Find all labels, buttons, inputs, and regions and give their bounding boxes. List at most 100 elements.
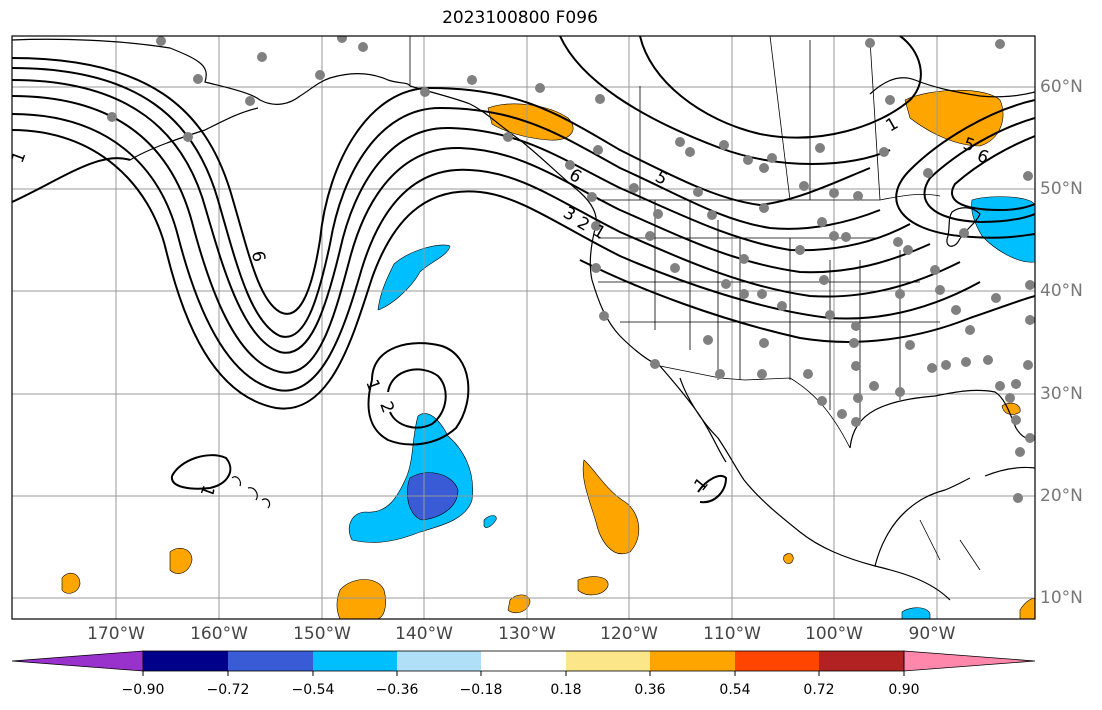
latitude-label: 60°N bbox=[1040, 77, 1083, 97]
station-marker bbox=[693, 187, 703, 197]
station-marker bbox=[759, 203, 769, 213]
coast-great-lakes bbox=[946, 207, 981, 247]
station-marker bbox=[853, 393, 863, 403]
station-marker bbox=[965, 325, 975, 335]
station-marker bbox=[245, 96, 255, 106]
station-marker bbox=[565, 160, 575, 170]
colorbar-tick-label: −0.90 bbox=[121, 682, 165, 698]
contour-trough-1 bbox=[12, 57, 871, 315]
station-marker bbox=[1023, 360, 1033, 370]
shade-cyan-caribbean bbox=[901, 607, 931, 619]
station-marker bbox=[420, 87, 430, 97]
station-marker bbox=[629, 183, 639, 193]
colorbar-bin bbox=[397, 651, 481, 671]
coast-gulf bbox=[849, 389, 1035, 449]
shade-orange-florida bbox=[1001, 402, 1021, 415]
station-marker bbox=[849, 338, 859, 348]
coast-west-us bbox=[589, 224, 661, 367]
coast-hudson bbox=[869, 77, 1035, 98]
contour-label: 1 bbox=[691, 474, 713, 495]
longitude-label: 110°W bbox=[703, 624, 761, 644]
longitude-label: 150°W bbox=[293, 624, 351, 644]
coast-alaska bbox=[12, 38, 411, 105]
map-frame bbox=[11, 35, 1036, 620]
colorbar-tick-label: 0.90 bbox=[888, 682, 920, 698]
station-marker bbox=[467, 75, 477, 85]
station-marker bbox=[799, 181, 809, 191]
station-marker bbox=[853, 191, 863, 201]
station-marker bbox=[903, 245, 913, 255]
station-marker bbox=[893, 237, 903, 247]
border-central-america bbox=[919, 519, 981, 571]
station-marker bbox=[743, 155, 753, 165]
colorbar-tick-label: −0.18 bbox=[459, 682, 503, 698]
longitude-label: 120°W bbox=[600, 624, 658, 644]
station-marker bbox=[739, 254, 749, 264]
colorbar-bin bbox=[819, 651, 904, 671]
contour-label: 6 bbox=[974, 146, 991, 168]
coast-mexico-west bbox=[743, 479, 951, 601]
contour-label: 5 bbox=[652, 167, 671, 190]
longitude-label: 160°W bbox=[190, 624, 248, 644]
contour-low-ring-inner bbox=[387, 368, 447, 429]
station-marker bbox=[865, 38, 875, 48]
border-states-v bbox=[654, 200, 901, 420]
contour-label: 3 bbox=[560, 203, 579, 226]
latitude-label: 30°N bbox=[1040, 384, 1083, 404]
contour-ridge-north-2 bbox=[559, 36, 891, 165]
coast-yucatan bbox=[874, 477, 971, 567]
station-marker bbox=[595, 94, 605, 104]
station-marker bbox=[983, 355, 993, 365]
shade-orange-mexico-small bbox=[783, 553, 794, 564]
station-marker bbox=[905, 340, 915, 350]
station-marker bbox=[759, 338, 769, 348]
station-marker bbox=[645, 231, 655, 241]
latitude-label: 20°N bbox=[1040, 486, 1083, 506]
colorbar-bin bbox=[313, 651, 397, 671]
contour-east-3 bbox=[951, 135, 1035, 212]
coast-cuba bbox=[984, 466, 1035, 477]
station-marker bbox=[156, 36, 166, 46]
contour-outer bbox=[12, 157, 1035, 343]
colorbar-max-extension bbox=[903, 650, 1036, 672]
station-marker bbox=[795, 245, 805, 255]
station-marker bbox=[675, 137, 685, 147]
station-marker bbox=[1013, 493, 1023, 503]
contour-trough-3 bbox=[12, 79, 911, 354]
station-marker bbox=[759, 163, 769, 173]
station-marker bbox=[927, 363, 937, 373]
station-marker bbox=[923, 168, 933, 178]
station-marker bbox=[777, 301, 787, 311]
contour-label-group: 1 6 1 2 1 1 1 5 6 3 2 1 6 5 bbox=[8, 114, 991, 500]
shade-cyan-great-lakes bbox=[971, 196, 1035, 263]
station-marker bbox=[358, 42, 368, 52]
contour-label: 1 bbox=[883, 114, 902, 137]
colorbar-bin bbox=[481, 651, 566, 671]
political-borders bbox=[409, 36, 981, 571]
station-marker bbox=[257, 52, 267, 62]
station-marker bbox=[825, 310, 835, 320]
station-marker bbox=[851, 417, 861, 427]
station-marker bbox=[837, 409, 847, 419]
shade-orange-se-corner bbox=[1019, 598, 1035, 619]
colorbar-bin bbox=[735, 651, 819, 671]
shaded-anomaly-regions bbox=[61, 89, 1035, 619]
colorbar-tick-label: 0.18 bbox=[550, 682, 582, 698]
colorbar-bin bbox=[566, 651, 650, 671]
station-marker bbox=[193, 74, 203, 84]
station-marker bbox=[815, 143, 825, 153]
station-marker bbox=[719, 140, 729, 150]
colorbar bbox=[11, 650, 1036, 676]
station-marker bbox=[930, 265, 940, 275]
longitude-label: 90°W bbox=[908, 624, 956, 644]
shade-orange-south-2 bbox=[577, 576, 609, 596]
contour-label: 1 bbox=[196, 482, 218, 499]
station-marker bbox=[757, 289, 767, 299]
contour-label: 6 bbox=[247, 249, 269, 263]
station-marker bbox=[1005, 393, 1015, 403]
station-marker bbox=[599, 311, 609, 321]
colorbar-tick-label: −0.54 bbox=[291, 682, 335, 698]
shade-orange-central bbox=[336, 579, 386, 619]
shade-cyan-pacific-north bbox=[377, 244, 451, 311]
